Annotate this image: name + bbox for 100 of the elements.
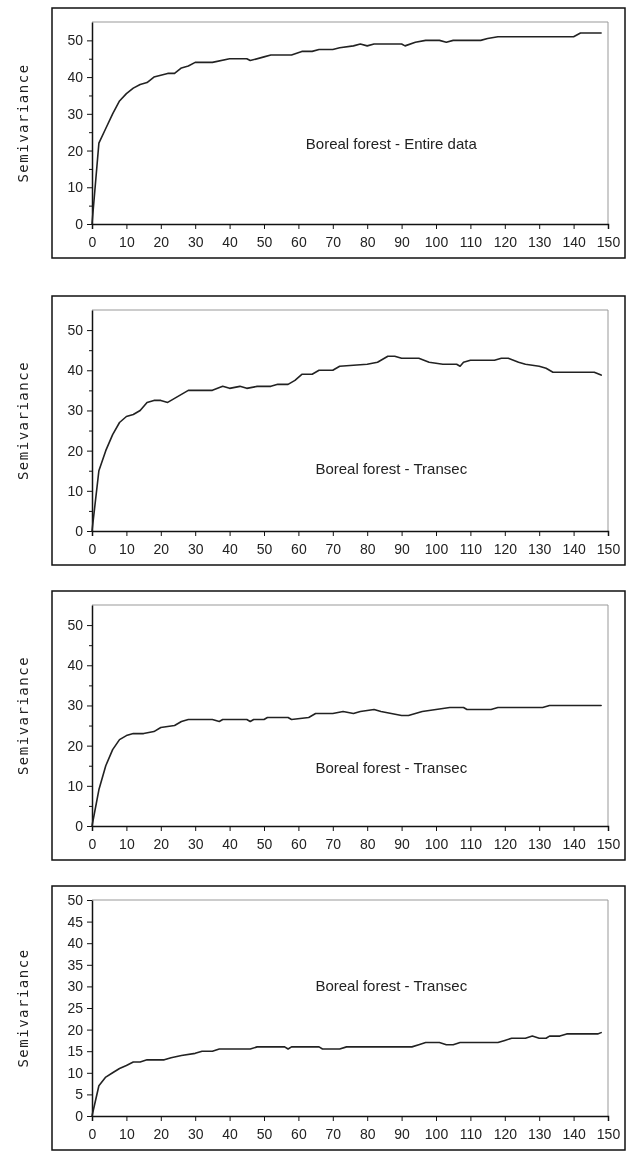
- x-tick-label: 90: [394, 1126, 411, 1143]
- y-tick-label: 10: [67, 1064, 84, 1081]
- y-tick-label: 20: [67, 142, 84, 159]
- x-tick-label: 10: [119, 836, 135, 853]
- x-tick-label: 130: [528, 541, 552, 558]
- y-tick-label: 35: [67, 956, 84, 973]
- x-tick-label: 80: [359, 541, 376, 558]
- annotation: Boreal forest - Transec: [315, 976, 468, 994]
- x-tick-label: 10: [119, 541, 135, 558]
- x-tick-label: 30: [187, 541, 204, 558]
- x-tick-label: 50: [256, 1126, 273, 1143]
- x-tick-label: 90: [394, 541, 411, 558]
- x-tick-label: 70: [325, 234, 342, 251]
- y-tick-label: 50: [67, 32, 84, 49]
- x-tick-label: 130: [528, 234, 552, 251]
- x-tick-label: 90: [394, 234, 411, 251]
- x-tick-label: 110: [459, 836, 483, 853]
- x-tick-label: 110: [459, 234, 483, 251]
- x-tick-label: 150: [596, 541, 621, 558]
- annotation: Boreal forest - Transec: [315, 459, 468, 477]
- x-tick-label: 110: [459, 541, 483, 558]
- x-tick-label: 30: [187, 1126, 204, 1143]
- x-tick-label: 20: [153, 234, 170, 251]
- x-tick-label: 140: [562, 1126, 586, 1143]
- x-tick-label: 140: [562, 234, 586, 251]
- x-tick-label: 70: [325, 836, 342, 853]
- y-tick-label: 30: [67, 402, 84, 419]
- y-tick-label: 10: [67, 179, 84, 196]
- x-tick-label: 0: [88, 1126, 97, 1143]
- y-tick-label: 20: [67, 737, 84, 754]
- line-series: [91, 32, 602, 225]
- y-tick-label: 30: [67, 105, 84, 122]
- y-axis-title: Semivariance: [15, 63, 31, 183]
- line-series: [91, 1031, 602, 1117]
- y-tick-label: 0: [75, 817, 84, 834]
- y-axis-title: Semivariance: [15, 360, 31, 481]
- annotation: Boreal forest - Entire data: [305, 135, 478, 153]
- x-tick-label: 40: [222, 1126, 239, 1143]
- x-tick-label: 120: [493, 234, 518, 251]
- x-tick-label: 100: [424, 1126, 449, 1143]
- x-tick-label: 100: [424, 541, 449, 558]
- x-tick-label: 150: [596, 1126, 621, 1143]
- x-tick-label: 130: [528, 1126, 552, 1143]
- x-tick-label: 140: [562, 541, 586, 558]
- x-tick-label: 0: [88, 836, 97, 853]
- x-tick-label: 40: [222, 234, 239, 251]
- x-tick-label: 100: [424, 234, 449, 251]
- x-tick-label: 10: [119, 1126, 135, 1143]
- x-tick-label: 20: [153, 1126, 170, 1143]
- x-tick-label: 60: [291, 836, 307, 853]
- x-tick-label: 50: [256, 234, 273, 251]
- x-tick-label: 50: [256, 836, 273, 853]
- y-tick-label: 0: [75, 1107, 84, 1124]
- line-series: [91, 704, 602, 827]
- y-tick-label: 0: [75, 522, 84, 539]
- x-tick-label: 100: [424, 836, 449, 853]
- y-axis-title: Semivariance: [15, 655, 31, 776]
- y-tick-label: 45: [67, 913, 84, 930]
- annotation: Boreal forest - Transec: [315, 758, 468, 776]
- y-tick-label: 50: [67, 617, 84, 634]
- y-tick-label: 30: [67, 978, 84, 995]
- y-tick-label: 40: [67, 657, 84, 674]
- y-tick-label: 30: [67, 697, 84, 714]
- x-tick-label: 140: [562, 836, 586, 853]
- x-tick-label: 130: [528, 836, 552, 853]
- x-tick-label: 150: [596, 234, 621, 251]
- x-tick-label: 80: [359, 836, 376, 853]
- x-tick-label: 80: [359, 1126, 376, 1143]
- x-tick-label: 60: [291, 1126, 307, 1143]
- y-tick-label: 50: [67, 322, 84, 339]
- x-tick-label: 50: [256, 541, 273, 558]
- y-tick-label: 15: [67, 1043, 84, 1060]
- x-tick-label: 20: [153, 836, 170, 853]
- y-tick-label: 50: [67, 891, 84, 908]
- y-tick-label: 10: [67, 482, 84, 499]
- y-tick-label: 25: [67, 999, 84, 1016]
- y-tick-label: 10: [67, 777, 84, 794]
- y-tick-label: 5: [75, 1086, 84, 1103]
- x-tick-label: 10: [119, 234, 135, 251]
- x-tick-label: 70: [325, 1126, 342, 1143]
- y-tick-label: 40: [67, 362, 84, 379]
- x-tick-label: 120: [493, 541, 518, 558]
- x-tick-label: 40: [222, 836, 239, 853]
- x-tick-label: 60: [291, 541, 307, 558]
- x-tick-label: 150: [596, 836, 621, 853]
- x-tick-label: 60: [291, 234, 307, 251]
- y-tick-label: 40: [67, 935, 84, 952]
- x-tick-label: 30: [187, 836, 204, 853]
- y-tick-label: 20: [67, 1021, 84, 1038]
- y-tick-label: 20: [67, 442, 84, 459]
- x-tick-label: 0: [88, 541, 97, 558]
- x-tick-label: 80: [359, 234, 376, 251]
- x-tick-label: 70: [325, 541, 342, 558]
- x-tick-label: 40: [222, 541, 239, 558]
- x-tick-label: 120: [493, 836, 518, 853]
- x-tick-label: 20: [153, 541, 170, 558]
- x-tick-label: 0: [88, 234, 97, 251]
- x-tick-label: 110: [459, 1126, 483, 1143]
- y-tick-label: 40: [67, 69, 84, 86]
- x-tick-label: 30: [187, 234, 204, 251]
